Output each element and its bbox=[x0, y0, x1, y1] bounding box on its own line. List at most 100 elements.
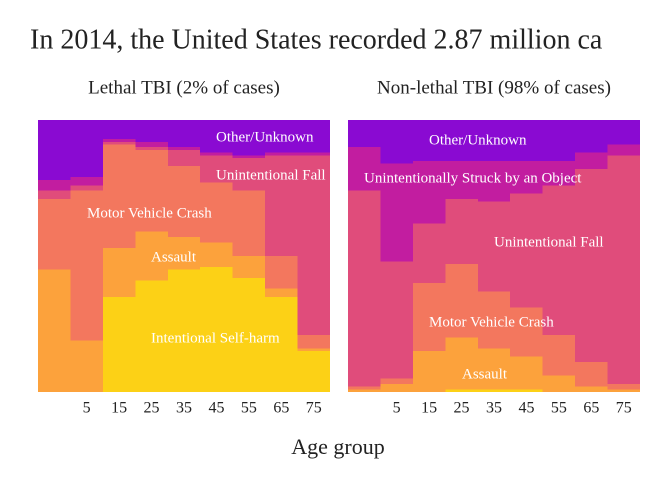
area-segment bbox=[135, 149, 169, 232]
area-segment bbox=[477, 291, 511, 349]
area-segment bbox=[380, 383, 414, 392]
area-segment bbox=[297, 348, 330, 352]
area-segment bbox=[380, 120, 414, 164]
panel: Assault Motor Vehicle Crash Unintentional … bbox=[348, 120, 640, 392]
area-segment bbox=[607, 155, 640, 384]
area-segment bbox=[135, 231, 169, 281]
area-segment bbox=[265, 296, 299, 392]
area-segment bbox=[542, 185, 576, 335]
series-label: Motor Vehicle Crash bbox=[429, 314, 554, 330]
x-tick-label: 65 bbox=[273, 400, 289, 417]
area-segment bbox=[102, 144, 136, 248]
area-segment bbox=[542, 334, 576, 376]
x-tick-label: 15 bbox=[111, 400, 127, 417]
area-segment bbox=[135, 120, 169, 142]
area-segment bbox=[135, 280, 169, 392]
area-segment bbox=[102, 296, 136, 392]
area-segment bbox=[445, 198, 479, 265]
x-tick-label: 55 bbox=[551, 400, 567, 417]
area-segment bbox=[445, 120, 479, 161]
area-segment bbox=[348, 386, 382, 390]
area-segment bbox=[200, 120, 234, 153]
series-label: Other/Unknown bbox=[429, 132, 527, 148]
area-segment bbox=[510, 193, 544, 308]
series-label: Assault bbox=[462, 366, 508, 382]
series-label: Unintentional Fall bbox=[216, 167, 326, 183]
series-label: Unintentional Fall bbox=[494, 234, 604, 250]
area-segment bbox=[607, 144, 640, 156]
area-segment bbox=[477, 201, 511, 292]
panel: Intentional Self-harm Assault Motor Vehicl… bbox=[38, 120, 330, 392]
x-tick-label: 35 bbox=[176, 400, 192, 417]
area-segment bbox=[297, 351, 330, 392]
area-segment bbox=[102, 120, 136, 140]
area-segment bbox=[412, 223, 446, 284]
area-segment bbox=[265, 120, 299, 153]
area-segment bbox=[38, 198, 72, 270]
area-segment bbox=[232, 190, 266, 256]
area-segment bbox=[412, 283, 446, 352]
area-segment bbox=[575, 152, 609, 169]
x-tick-label: 5 bbox=[393, 400, 401, 417]
area-segment bbox=[70, 177, 104, 186]
area-segment bbox=[380, 261, 414, 379]
x-tick-label: 75 bbox=[306, 400, 322, 417]
area-segment bbox=[510, 389, 544, 392]
area-segment bbox=[297, 334, 330, 349]
area-segment bbox=[412, 120, 446, 161]
area-segment bbox=[70, 120, 104, 178]
panel-subtitle: Lethal TBI (2% of cases) bbox=[88, 77, 280, 98]
area-segment bbox=[297, 155, 330, 335]
area-segment bbox=[70, 340, 104, 392]
area-segment bbox=[200, 266, 234, 392]
area-segment bbox=[445, 337, 479, 390]
area-segment bbox=[542, 160, 576, 186]
x-tick-label: 75 bbox=[616, 400, 632, 417]
series-label: Motor Vehicle Crash bbox=[87, 205, 212, 221]
area-segment bbox=[167, 149, 201, 167]
area-segment bbox=[445, 160, 479, 199]
area-segment bbox=[265, 256, 299, 289]
area-segment bbox=[38, 179, 72, 191]
area-segment bbox=[265, 288, 299, 297]
area-segment bbox=[167, 269, 201, 392]
x-tick-label: 45 bbox=[208, 400, 224, 417]
area-segment bbox=[232, 256, 266, 278]
area-segment bbox=[200, 152, 234, 156]
area-segment bbox=[348, 190, 382, 387]
area-segment bbox=[265, 155, 299, 256]
area-segment bbox=[102, 247, 136, 297]
area-segment bbox=[607, 389, 640, 392]
area-segment bbox=[232, 155, 266, 159]
area-segment bbox=[510, 307, 544, 357]
area-segment bbox=[167, 147, 201, 150]
x-tick-label: 25 bbox=[454, 400, 470, 417]
x-tick-label: 35 bbox=[486, 400, 502, 417]
area-segment bbox=[135, 141, 169, 148]
area-segment bbox=[575, 168, 609, 363]
area-segment bbox=[607, 383, 640, 390]
area-segment bbox=[232, 277, 266, 392]
area-segment bbox=[167, 236, 201, 270]
area-segment bbox=[348, 389, 382, 392]
area-segment bbox=[445, 264, 479, 338]
x-tick-label: 5 bbox=[83, 400, 91, 417]
x-tick-label: 45 bbox=[518, 400, 534, 417]
x-tick-label: 25 bbox=[144, 400, 160, 417]
area-segment bbox=[348, 120, 382, 148]
x-axis-title: Age group bbox=[291, 434, 384, 459]
area-segment bbox=[200, 155, 234, 183]
area-segment bbox=[510, 120, 544, 161]
area-segment bbox=[510, 160, 544, 194]
area-segment bbox=[102, 139, 136, 142]
area-segment bbox=[510, 356, 544, 390]
area-segment bbox=[477, 120, 511, 161]
area-segment bbox=[70, 185, 104, 191]
series-label: Other/Unknown bbox=[216, 129, 314, 145]
x-tick-label: 15 bbox=[421, 400, 437, 417]
area-segment bbox=[70, 190, 104, 341]
area-segment bbox=[575, 120, 609, 153]
area-segment bbox=[297, 152, 330, 156]
area-segment bbox=[200, 182, 234, 243]
